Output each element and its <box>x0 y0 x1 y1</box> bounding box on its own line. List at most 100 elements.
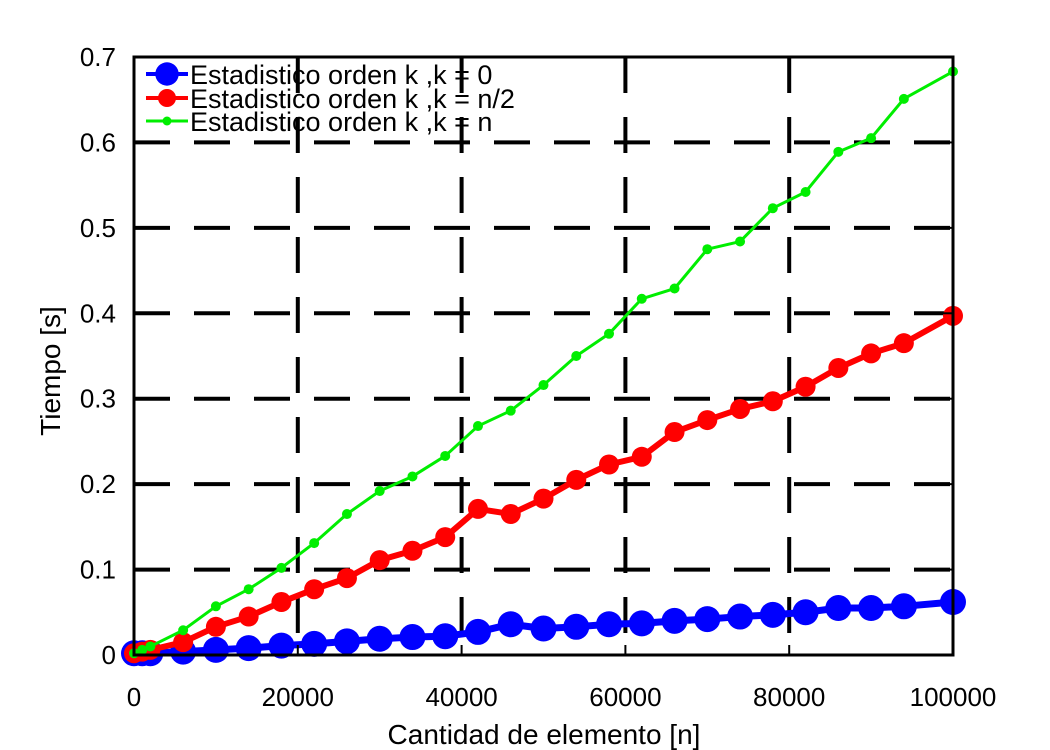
data-point <box>694 606 721 633</box>
data-point <box>341 509 352 520</box>
data-point <box>472 421 483 432</box>
data-point <box>596 611 623 638</box>
data-point <box>833 146 844 157</box>
data-point <box>467 498 488 519</box>
series-3 <box>129 66 958 659</box>
data-point <box>500 504 521 525</box>
data-point <box>276 562 287 573</box>
data-point <box>861 343 882 364</box>
data-point <box>178 625 189 636</box>
legend-label: Estadistico orden k ,k = n <box>190 107 492 137</box>
data-point <box>563 613 590 640</box>
data-point <box>301 630 328 657</box>
legend-marker <box>155 62 179 86</box>
data-point <box>669 283 680 294</box>
data-point <box>205 616 226 637</box>
data-point <box>759 601 786 628</box>
data-point <box>374 485 385 496</box>
data-point <box>566 469 587 490</box>
y-tick-label: 0.7 <box>80 42 116 72</box>
axis-ticks: 0 20000 40000 60000 80000 100000 0 0.1 0.2 0.3 0.4… <box>80 42 997 712</box>
data-point <box>661 607 688 634</box>
data-point <box>137 644 148 655</box>
data-point <box>402 540 423 561</box>
data-point <box>440 450 451 461</box>
data-point <box>628 610 655 637</box>
data-point <box>727 603 754 630</box>
y-tick-label: 0.6 <box>80 127 116 157</box>
legend-label: Estadistico orden k ,k = n/2 <box>190 84 515 114</box>
data-point <box>664 422 685 443</box>
data-point <box>505 405 516 416</box>
data-point <box>604 328 615 339</box>
data-point <box>336 568 357 589</box>
data-point <box>369 550 390 571</box>
data-point <box>762 391 783 412</box>
x-tick-label: 20000 <box>262 682 334 712</box>
data-point <box>893 333 914 354</box>
data-point <box>399 624 426 651</box>
legend-item: Estadistico orden k ,k = n/2 <box>146 84 515 114</box>
data-point <box>828 357 849 378</box>
y-tick-label: 0.3 <box>80 384 116 414</box>
data-point <box>825 595 852 622</box>
x-tick-label: 0 <box>127 682 141 712</box>
data-point <box>858 595 885 622</box>
data-point <box>435 527 456 548</box>
data-point <box>636 293 647 304</box>
data-point <box>702 244 713 255</box>
data-point <box>333 628 360 655</box>
legend-marker <box>162 116 172 126</box>
x-axis-label: Cantidad de elemento [n] <box>388 719 701 750</box>
y-tick-label: 0.5 <box>80 213 116 243</box>
x-tick-label: 100000 <box>910 682 997 712</box>
data-point <box>407 471 418 482</box>
data-point <box>735 236 746 247</box>
data-point <box>243 584 254 595</box>
data-point <box>898 93 909 104</box>
data-point <box>271 592 292 613</box>
data-point <box>464 618 491 645</box>
x-tick-label: 60000 <box>589 682 661 712</box>
data-point <box>730 398 751 419</box>
y-tick-label: 0.4 <box>80 298 116 328</box>
data-point <box>432 623 459 650</box>
data-series <box>121 66 966 667</box>
plot-frame <box>132 55 955 657</box>
data-point <box>533 488 554 509</box>
data-point <box>530 615 557 642</box>
data-point <box>173 632 194 653</box>
legend-label: Estadistico orden k ,k = 0 <box>190 60 492 90</box>
data-point <box>792 599 819 626</box>
y-tick-label: 0.2 <box>80 469 116 499</box>
x-tick-label: 80000 <box>753 682 825 712</box>
legend-marker <box>158 89 176 107</box>
data-point <box>571 351 582 361</box>
y-tick-label: 0.1 <box>80 555 116 585</box>
data-point <box>866 133 877 144</box>
data-point <box>202 636 229 663</box>
data-point <box>309 538 320 549</box>
data-point <box>145 641 156 652</box>
data-point <box>631 446 652 467</box>
legend-item: Estadistico orden k ,k = 0 <box>146 60 492 90</box>
y-tick-label: 0 <box>102 640 116 670</box>
legend-item: Estadistico orden k ,k = n <box>146 107 492 137</box>
data-point <box>599 454 620 475</box>
data-point <box>697 410 718 431</box>
data-point <box>304 579 325 600</box>
data-point <box>538 380 549 391</box>
data-point <box>890 593 917 620</box>
data-point <box>268 632 295 659</box>
data-point <box>795 376 816 397</box>
data-point <box>238 606 259 627</box>
data-point <box>235 635 262 662</box>
data-point <box>497 611 524 638</box>
data-point <box>210 601 221 612</box>
data-point <box>800 186 811 197</box>
data-point <box>767 203 778 214</box>
y-axis-label: Tiempo [s] <box>35 306 66 436</box>
data-point <box>366 625 393 652</box>
